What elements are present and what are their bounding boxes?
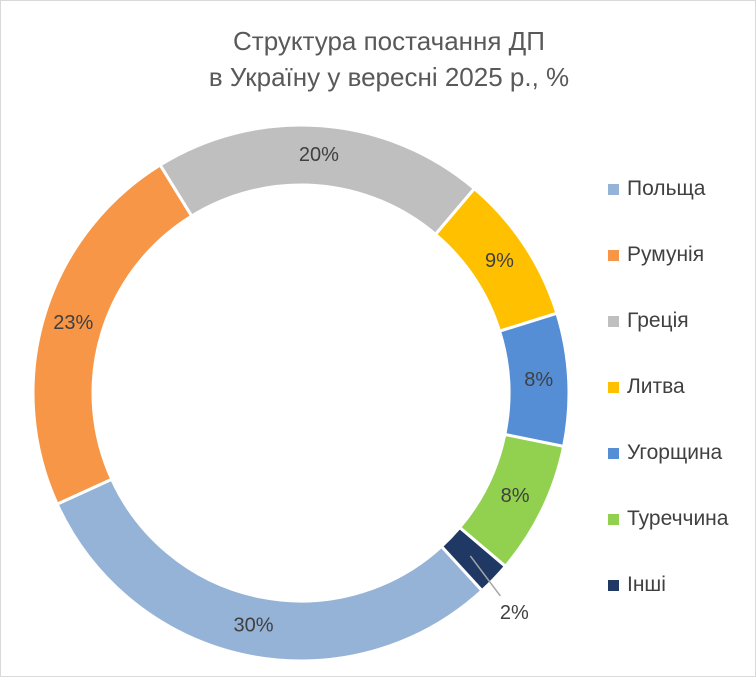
legend-swatch <box>608 448 619 459</box>
legend-swatch <box>608 184 619 195</box>
chart-title-line-2: в Україну у вересні 2025 р., % <box>208 62 570 92</box>
legend-label: Інші <box>627 573 666 596</box>
legend-item: Туреччина <box>608 502 728 568</box>
legend-item: Греція <box>608 304 728 370</box>
data-label-2: 23% <box>53 312 93 334</box>
legend-label: Литва <box>627 375 685 398</box>
legend-swatch <box>608 250 619 261</box>
leader-line <box>469 555 501 597</box>
legend: Польща Румунія Греція Литва Угорщина Туреччин… <box>608 172 728 634</box>
legend-swatch <box>608 316 619 327</box>
legend-swatch <box>608 580 619 591</box>
legend-item: Польща <box>608 172 728 238</box>
legend-item: Інші <box>608 568 728 634</box>
data-label-3: 20% <box>299 144 339 166</box>
legend-label: Румунія <box>627 243 705 266</box>
data-label-6: 8% <box>501 485 530 507</box>
legend-label: Польща <box>627 177 706 200</box>
chart-title: Структура постачання ДП в Україну у вере… <box>1 23 756 95</box>
legend-label: Греція <box>627 309 689 332</box>
slice-2 <box>31 162 194 507</box>
data-label-7: 2% <box>500 602 529 624</box>
chart-title-line-1: Структура постачання ДП <box>233 26 545 56</box>
slice-3 <box>158 123 477 237</box>
legend-item: Угорщина <box>608 436 728 502</box>
legend-label: Угорщина <box>627 441 723 464</box>
legend-swatch <box>608 514 619 525</box>
legend-item: Румунія <box>608 238 728 304</box>
data-label-5: 8% <box>524 369 553 391</box>
legend-label: Туреччина <box>627 507 729 530</box>
legend-item: Литва <box>608 370 728 436</box>
data-label-1: 30% <box>234 615 274 637</box>
data-label-4: 9% <box>485 250 514 272</box>
slice-1 <box>55 477 485 663</box>
legend-swatch <box>608 382 619 393</box>
